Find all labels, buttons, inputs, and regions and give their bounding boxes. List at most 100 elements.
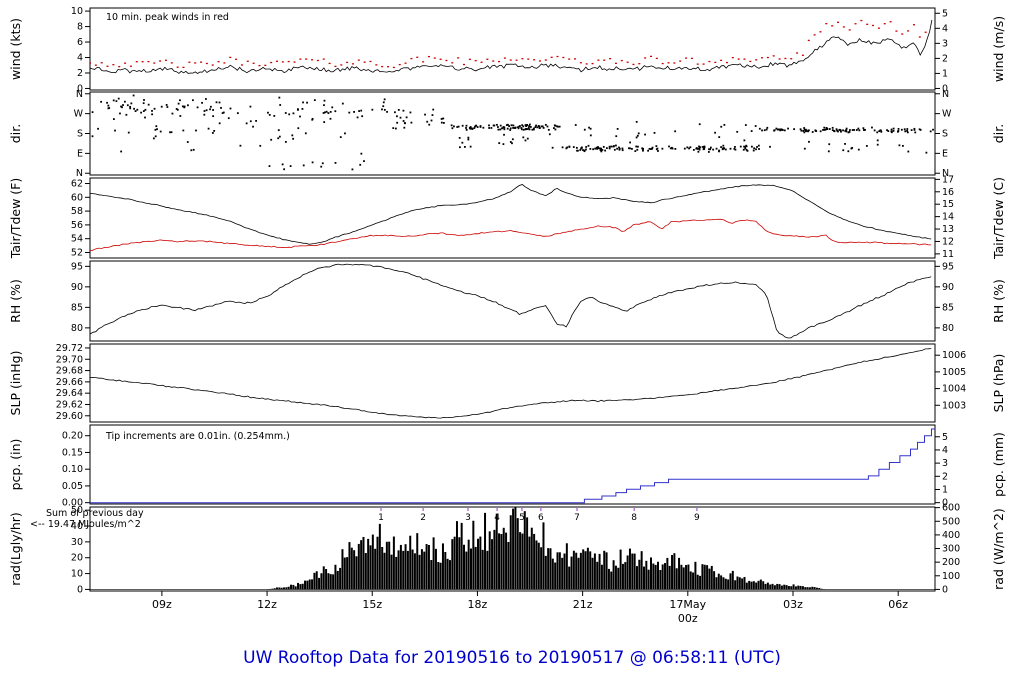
svg-text:60: 60 bbox=[71, 192, 83, 203]
svg-text:E: E bbox=[77, 148, 83, 159]
svg-text:300: 300 bbox=[942, 544, 960, 555]
panel-rh: 80 85 90 95 80 85 90 95 RH (%) RH (%) bbox=[8, 260, 1006, 342]
x-tick-label: 21z bbox=[573, 598, 593, 611]
hour-mark-label: 9 bbox=[694, 513, 700, 523]
svg-text:20: 20 bbox=[71, 553, 83, 564]
svg-text:62: 62 bbox=[71, 179, 83, 190]
svg-text:W: W bbox=[942, 109, 952, 120]
svg-text:90: 90 bbox=[71, 282, 83, 293]
svg-text:N: N bbox=[76, 168, 83, 179]
x-tick-label-hour: 00z bbox=[678, 612, 698, 625]
svg-text:85: 85 bbox=[942, 302, 954, 313]
panel-frame bbox=[89, 343, 936, 423]
hour-mark-label: 6 bbox=[538, 513, 544, 523]
svg-text:29.62: 29.62 bbox=[56, 399, 83, 410]
svg-text:58: 58 bbox=[71, 206, 83, 217]
svg-text:1004: 1004 bbox=[942, 384, 966, 395]
svg-text:E: E bbox=[942, 148, 948, 159]
x-tick-label: 15z bbox=[362, 598, 382, 611]
svg-text:14: 14 bbox=[942, 212, 954, 223]
hour-mark-label: 8 bbox=[631, 513, 637, 523]
left-axis-title: wind (kts) bbox=[8, 18, 23, 80]
svg-text:N: N bbox=[942, 168, 949, 179]
series-tdew bbox=[90, 218, 932, 252]
svg-text:85: 85 bbox=[71, 302, 83, 313]
svg-text:15: 15 bbox=[942, 199, 954, 210]
right-axis-title: pcp. (mm) bbox=[991, 432, 1006, 497]
x-tick-label-date: 17May bbox=[669, 598, 706, 611]
svg-text:16: 16 bbox=[942, 187, 954, 198]
left-axis-title: RH (%) bbox=[8, 279, 23, 323]
svg-text:0.10: 0.10 bbox=[62, 464, 83, 475]
svg-text:40: 40 bbox=[71, 521, 83, 532]
svg-text:S: S bbox=[77, 129, 83, 140]
left-axis: 80 85 90 95 bbox=[71, 261, 90, 334]
x-tick-label: 18z bbox=[468, 598, 488, 611]
svg-text:13: 13 bbox=[942, 224, 954, 235]
svg-text:1: 1 bbox=[942, 484, 948, 495]
right-axis-title: SLP (hPa) bbox=[991, 354, 1006, 413]
svg-text:0: 0 bbox=[942, 584, 948, 595]
svg-text:0.20: 0.20 bbox=[62, 431, 83, 442]
series-group bbox=[90, 184, 932, 252]
svg-text:3: 3 bbox=[942, 458, 948, 469]
svg-text:200: 200 bbox=[942, 557, 960, 568]
svg-text:N: N bbox=[942, 89, 949, 100]
right-axis: 0 100 200 300 400 500 600 bbox=[935, 503, 960, 595]
right-axis: 1003 1004 1005 1006 bbox=[935, 350, 966, 411]
svg-text:29.64: 29.64 bbox=[56, 388, 83, 399]
svg-text:95: 95 bbox=[71, 261, 83, 272]
series-wind-peaks bbox=[90, 19, 927, 69]
svg-text:30: 30 bbox=[71, 537, 83, 548]
svg-text:29.70: 29.70 bbox=[56, 354, 83, 365]
series-solar-radiation bbox=[90, 507, 935, 590]
hour-mark-label: 5 bbox=[519, 513, 525, 523]
right-axis: 0 1 2 3 4 5 bbox=[935, 432, 948, 509]
panel-frame bbox=[89, 177, 936, 259]
series-group bbox=[90, 507, 935, 590]
right-axis: 0 1 2 3 4 5 bbox=[935, 8, 948, 94]
right-axis-title: dir. bbox=[991, 124, 1006, 143]
series-slp bbox=[90, 348, 932, 419]
panel-rad: 010203040500100200300400500600rad(Lgly/h… bbox=[8, 503, 1006, 596]
svg-text:500: 500 bbox=[942, 516, 960, 527]
panel-frame bbox=[89, 7, 936, 91]
svg-text:8: 8 bbox=[77, 22, 83, 33]
svg-text:17: 17 bbox=[942, 174, 954, 185]
svg-text:400: 400 bbox=[942, 530, 960, 541]
svg-text:4: 4 bbox=[942, 23, 948, 34]
hour-mark-label: 2 bbox=[420, 513, 426, 523]
left-axis: 52 54 56 58 60 62 bbox=[71, 179, 90, 258]
svg-text:10: 10 bbox=[71, 6, 83, 17]
series-group bbox=[90, 263, 932, 339]
panel-annotation: <-- 19.47 MJoules/m^2 bbox=[30, 519, 141, 530]
right-axis-title: RH (%) bbox=[991, 279, 1006, 323]
x-tick-label: 03z bbox=[783, 598, 803, 611]
svg-text:90: 90 bbox=[942, 282, 954, 293]
panel-slp: 29.6029.6229.6429.6629.6829.7029.7210031… bbox=[8, 343, 1006, 423]
svg-text:11: 11 bbox=[942, 249, 954, 260]
series-tair bbox=[90, 184, 932, 245]
svg-text:4: 4 bbox=[77, 53, 83, 64]
svg-text:3: 3 bbox=[942, 38, 948, 49]
svg-text:80: 80 bbox=[71, 323, 83, 334]
svg-text:5: 5 bbox=[942, 8, 948, 19]
svg-text:95: 95 bbox=[942, 261, 954, 272]
series-group bbox=[90, 19, 933, 74]
svg-text:0.15: 0.15 bbox=[62, 447, 83, 458]
chart-title: UW Rooftop Data for 20190516 to 20190517… bbox=[243, 648, 781, 668]
svg-text:0: 0 bbox=[942, 83, 948, 94]
svg-text:0.00: 0.00 bbox=[62, 498, 83, 509]
hour-mark-label: 7 bbox=[574, 513, 580, 523]
svg-text:W: W bbox=[74, 109, 84, 120]
svg-text:S: S bbox=[942, 129, 948, 140]
svg-text:1005: 1005 bbox=[942, 367, 966, 378]
